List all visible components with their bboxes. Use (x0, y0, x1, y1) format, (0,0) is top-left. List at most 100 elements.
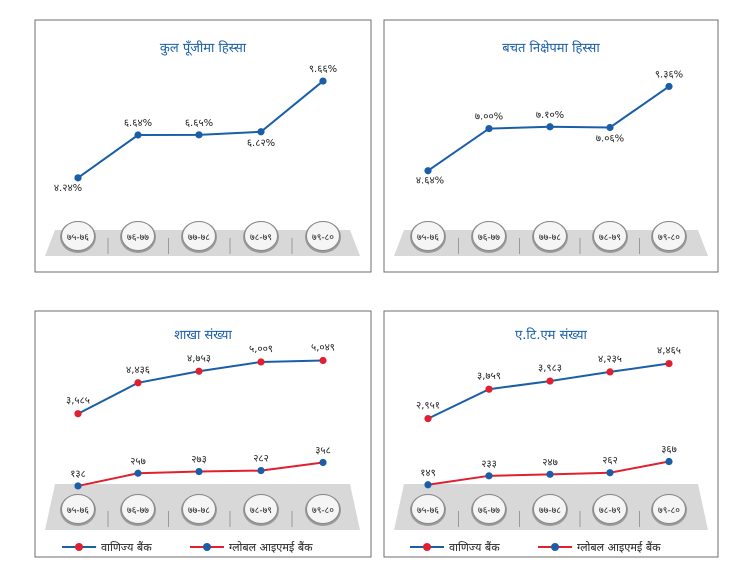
data-label: ९.६६% (309, 64, 337, 75)
data-point (195, 367, 203, 375)
panel-capital-share: कुल पूँजीमा हिस्सा ७५-७६ ७६-७७ ७७-७८ ७८-७९ ७… (34, 19, 372, 273)
data-point (665, 82, 673, 91)
category-bubble (306, 221, 340, 251)
chart-2-marks: ७५-७६ ७६-७७ ७७-७८ ७८-७९ ७९-८० ४.६४% ७.००% ७.१०%… (394, 69, 708, 256)
data-label: ७.००% (475, 112, 503, 123)
data-point (485, 472, 493, 480)
data-point (424, 167, 432, 175)
legend-label-global: ग्लोबल आइएमई बैंक (577, 541, 661, 554)
category-bubble (121, 221, 155, 251)
data-point (319, 356, 327, 365)
category-bubble (472, 221, 506, 251)
data-label: ३५८ (315, 445, 331, 456)
data-label: २,९५१ (416, 401, 440, 412)
legend-label-global: ग्लोबल आइएमई बैंक (229, 541, 313, 554)
data-label: ४,४६५ (657, 346, 681, 357)
legend-marker-commercial (75, 543, 83, 551)
x-tick-label: ७५-७६ (67, 233, 89, 243)
data-point (424, 481, 432, 489)
data-label: ६.८२% (247, 138, 275, 149)
category-bubble (244, 494, 278, 524)
data-label: ९.३६% (655, 69, 683, 80)
data-label: ३,९८३ (538, 363, 562, 374)
data-label: २३३ (481, 459, 497, 470)
data-label: ३,५८५ (66, 396, 90, 407)
data-point (546, 377, 554, 385)
data-point (74, 410, 82, 418)
data-point (257, 466, 265, 475)
x-tick-label: ७७-७८ (188, 506, 210, 516)
chart-1-marks: ७५-७६ ७६-७७ ७७-७८ ७८-७९ ७९-८० ४.२४% ६.६४% ६.६५%… (45, 64, 360, 256)
data-point (485, 124, 493, 133)
data-label: २६२ (602, 456, 618, 467)
x-tick-label: ७५-७६ (417, 506, 439, 516)
data-label: २७३ (191, 455, 207, 466)
data-point (257, 128, 265, 136)
data-label: २४७ (542, 457, 558, 468)
chart-title: ए.टि.एम संख्या (515, 327, 587, 343)
x-tick-label: ७६-७७ (478, 506, 500, 516)
x-tick-label: ७८-७९ (599, 506, 621, 516)
x-tick-label: ७५-७६ (417, 233, 439, 243)
data-point (665, 359, 673, 368)
category-bubble (533, 221, 567, 251)
legend-marker-global (551, 543, 559, 551)
data-point (195, 467, 203, 476)
data-point (134, 469, 142, 477)
category-bubble (182, 494, 216, 524)
data-label: ३६७ (661, 445, 677, 456)
data-label: ५,०४९ (311, 342, 335, 353)
data-label: ७.१०% (536, 110, 564, 121)
x-tick-label: ७७-७८ (188, 233, 210, 243)
data-point (319, 77, 327, 85)
legend-label-commercial: वाणिज्य बैंक (101, 541, 152, 554)
data-label: ४,४३६ (126, 365, 150, 376)
category-bubble (593, 494, 627, 524)
x-tick-label: ७९-८० (312, 506, 334, 516)
data-label: ७.०६% (596, 134, 624, 145)
chart-title: कुल पूँजीमा हिस्सा (160, 40, 247, 56)
data-point (257, 358, 265, 366)
data-point (485, 385, 493, 393)
category-bubble (61, 221, 95, 251)
data-point (319, 458, 327, 467)
data-label: ४,२३५ (598, 354, 622, 365)
category-bubble (121, 494, 155, 524)
data-label: ४.२४% (54, 183, 82, 194)
x-tick-label: ७६-७७ (478, 233, 500, 243)
category-bubble (652, 221, 686, 251)
chart-title: बचत निक्षेपमा हिस्सा (502, 40, 600, 56)
category-bubble (61, 494, 95, 524)
category-bubble (472, 494, 506, 524)
data-point (424, 415, 432, 423)
data-label: ६.६४% (124, 118, 152, 129)
data-point (606, 368, 614, 376)
category-bubble (411, 221, 445, 251)
category-bubble (652, 494, 686, 524)
data-point (546, 470, 554, 478)
data-label: ३,७५९ (477, 371, 501, 382)
x-tick-label: ७९-८० (312, 233, 334, 243)
x-tick-label: ७५-७६ (67, 506, 89, 516)
legend-marker-commercial (423, 543, 431, 551)
chart-4-marks: ७५-७६ ७६-७७ ७७-७८ ७८-७९ ७९-८० २,९५१ ३,७५९ ३,९८३… (394, 346, 708, 530)
legend-left: वाणिज्य बैंक ग्लोबल आइएमई बैंक (62, 541, 313, 554)
data-label: ५,००९ (249, 344, 273, 355)
x-tick-label: ७८-७९ (250, 506, 272, 516)
data-label: १४९ (420, 468, 436, 479)
x-tick-label: ७७-७८ (539, 233, 561, 243)
data-label: १३८ (70, 469, 86, 480)
category-bubble (593, 221, 627, 251)
data-label: २५७ (130, 456, 146, 467)
legend-right: वाणिज्य बैंक ग्लोबल आइएमई बैंक (410, 541, 661, 554)
data-point (74, 482, 82, 490)
legend-marker-global (203, 543, 211, 551)
x-tick-label: ७८-७९ (250, 233, 272, 243)
panel-atms: ए.टि.एम संख्या ७५-७६ ७६-७७ ७७-७८ ७८-७९ ७९-८०… (383, 310, 719, 558)
category-bubble (533, 494, 567, 524)
x-tick-label: ७७-७८ (539, 506, 561, 516)
chart-3-marks: ७५-७६ ७६-७७ ७७-७८ ७८-७९ ७९-८० ३,५८५ ४,४३६ ४,७५३… (45, 342, 360, 530)
x-tick-label: ७९-८० (658, 233, 680, 243)
data-point (195, 131, 203, 139)
